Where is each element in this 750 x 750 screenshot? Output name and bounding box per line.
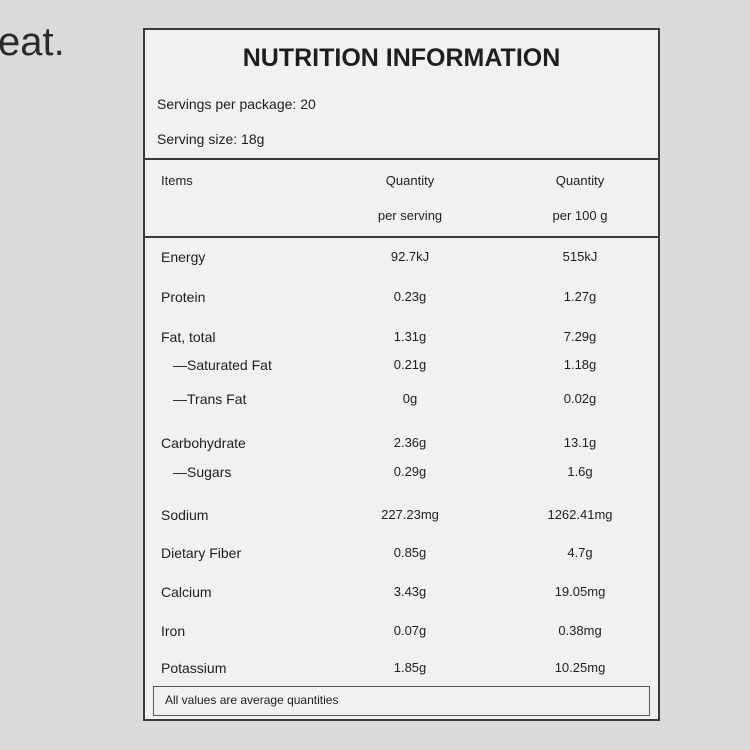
per-100g: 10.25mg <box>554 660 606 675</box>
per-serving: 0.07g <box>393 623 427 638</box>
item-name: Energy <box>161 249 206 265</box>
per-100g: 7.29g <box>563 329 597 344</box>
item-name: Dietary Fiber <box>161 545 242 561</box>
divider <box>145 236 658 238</box>
item-name: —Trans Fat <box>173 391 247 407</box>
per-serving: 3.43g <box>393 584 427 599</box>
per-100g: 1.6g <box>567 464 593 479</box>
per-100g: 13.1g <box>563 435 597 450</box>
item-name: —Sugars <box>173 464 232 480</box>
per-serving: 0.21g <box>393 357 427 372</box>
per-100g: 19.05mg <box>554 584 606 599</box>
item-name: Fat, total <box>161 329 216 345</box>
per-serving: 2.36g <box>393 435 427 450</box>
per-100g: 1.18g <box>563 357 597 372</box>
per-100g: 1.27g <box>563 289 597 304</box>
per-serving: 1.31g <box>393 329 427 344</box>
per-serving: 1.85g <box>393 660 427 675</box>
item-name: Sodium <box>161 507 209 523</box>
item-name: —Saturated Fat <box>173 357 272 373</box>
footer-note: All values are average quantities <box>165 693 339 707</box>
per-serving: 0.23g <box>393 289 427 304</box>
per-serving: 0.29g <box>393 464 427 479</box>
serving-size: Serving size: 18g <box>157 131 265 147</box>
per-100g: 0.02g <box>563 391 597 406</box>
per-serving: 227.23mg <box>381 507 439 522</box>
item-name: Potassium <box>161 660 227 676</box>
per-serving: 0g <box>402 391 418 406</box>
per-100g: 1262.41mg <box>547 507 613 522</box>
label-title: NUTRITION INFORMATION <box>242 44 561 72</box>
per-100g: 515kJ <box>562 249 598 264</box>
divider <box>145 158 658 160</box>
nutrition-label: NUTRITION INFORMATION Servings per packa… <box>143 28 660 721</box>
per-100g: 0.38mg <box>558 623 602 638</box>
footer-box <box>153 686 650 716</box>
column-header: Items <box>161 173 193 188</box>
column-header: Quantity <box>385 173 435 188</box>
per-serving: 0.85g <box>393 545 427 560</box>
item-name: Protein <box>161 289 206 305</box>
servings: Servings per package: 20 <box>157 96 316 112</box>
per-100g: 4.7g <box>567 545 593 560</box>
column-header: per serving <box>377 208 443 223</box>
per-serving: 92.7kJ <box>390 249 430 264</box>
column-header: Quantity <box>555 173 605 188</box>
background-text: eat. <box>0 20 65 64</box>
item-name: Carbohydrate <box>161 435 246 451</box>
column-header: per 100 g <box>552 208 608 223</box>
item-name: Calcium <box>161 584 212 600</box>
item-name: Iron <box>161 623 186 639</box>
